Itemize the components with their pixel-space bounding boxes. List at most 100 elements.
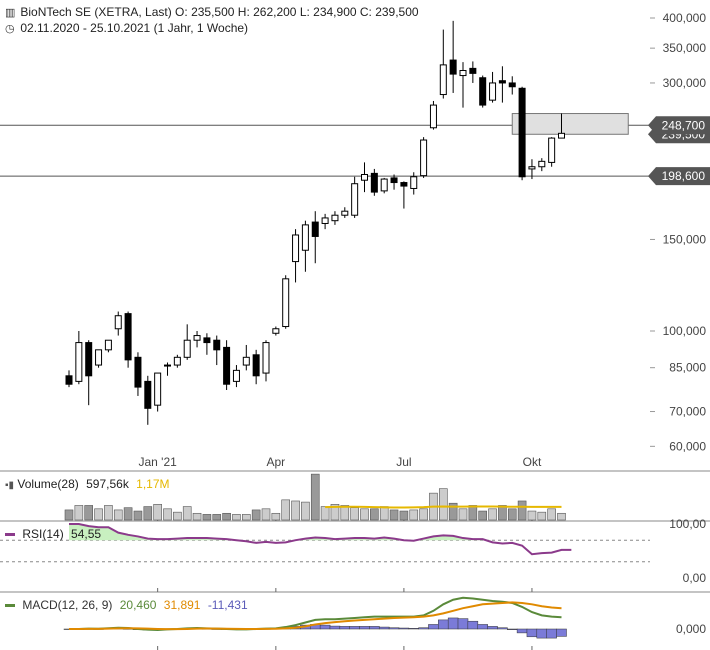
volume-bar <box>163 508 172 521</box>
signal-value: 31,891 <box>163 598 201 612</box>
volume-bar <box>409 509 419 521</box>
volume-bar <box>438 488 448 521</box>
candle-body <box>164 364 171 367</box>
volume-bar <box>419 508 428 521</box>
candle-body <box>272 328 280 334</box>
rsi-value: 54,55 <box>71 527 102 541</box>
volume-bar <box>143 506 153 521</box>
volume-bar <box>517 500 527 521</box>
volume-bar <box>507 508 517 521</box>
macd-axis-label: 0,000 <box>676 622 706 636</box>
macd-histogram-bar <box>388 627 400 630</box>
macd-histogram-bar <box>339 626 351 630</box>
candle-body <box>95 349 103 366</box>
candle-body <box>410 176 418 189</box>
rsi-legend: RSI(14) 54,55 <box>5 527 101 541</box>
candle-body <box>420 139 428 177</box>
chart-title: ▥ BioNTech SE (XETRA, Last) O: 235,500 H… <box>5 5 419 21</box>
macd-histogram-bar <box>447 617 459 630</box>
volume-bar <box>547 508 556 521</box>
candle-body <box>498 80 506 84</box>
rsi-axis-label: 100,00 <box>669 517 706 531</box>
candle-body <box>292 234 300 263</box>
x-axis-label: Jul <box>396 455 411 469</box>
volume-avg-value: 1,17M <box>136 477 170 491</box>
candle-body <box>508 82 516 88</box>
rsi-line <box>69 523 572 556</box>
volume-bar <box>340 505 350 521</box>
date-range-text: 02.11.2020 - 25.10.2021 (1 Jahr, 1 Woche… <box>20 21 249 35</box>
x-axis-label: Okt <box>523 455 542 469</box>
rsi-swatch <box>5 533 15 537</box>
resistance-badge-shape <box>648 116 710 135</box>
volume-bar <box>350 507 359 521</box>
volume-bar <box>173 511 182 521</box>
price-axis-label: 100,000 <box>663 324 707 338</box>
hist-value: -11,431 <box>207 598 248 612</box>
macd-histogram-bar <box>408 628 419 630</box>
volume-bar <box>153 504 162 521</box>
macd-histogram-bar <box>378 626 390 630</box>
macd-label: MACD(12, 26, 9) <box>22 598 113 612</box>
macd-histogram-bar <box>546 628 557 639</box>
macd-histogram-bar <box>536 628 548 639</box>
volume-bar <box>251 509 261 521</box>
macd-histogram-bar <box>457 618 469 630</box>
x-axis-label: Apr <box>267 455 286 469</box>
volume-bar <box>212 514 222 521</box>
candle-body <box>538 160 546 168</box>
volume-bar <box>498 505 507 521</box>
volume-bar <box>458 508 468 521</box>
resistance-badge: 248,700 <box>648 116 710 135</box>
volume-bar <box>310 473 320 521</box>
volume-bar <box>478 510 488 521</box>
candle-body <box>311 221 319 237</box>
volume-bar <box>360 508 369 521</box>
macd-histogram-bar <box>349 626 360 630</box>
price-axis-label: 60,000 <box>669 439 706 453</box>
volume-bar <box>468 505 478 521</box>
volume-bar <box>104 505 113 521</box>
macd-histogram-bar <box>516 628 528 634</box>
candle-body <box>370 172 378 193</box>
candle-body <box>65 375 73 385</box>
macd-histogram-bar <box>487 626 498 630</box>
candle-body <box>429 104 437 129</box>
volume-bar <box>537 511 547 521</box>
candle-body <box>331 214 339 222</box>
volume-bar <box>192 512 202 521</box>
volume-bar <box>557 512 566 521</box>
volume-icon: ▪▮ <box>5 480 15 491</box>
candle-body <box>439 64 447 96</box>
macd-histogram-bar <box>507 628 518 630</box>
signal-line <box>69 601 562 631</box>
candle-body <box>301 224 309 251</box>
volume-bar <box>448 502 458 521</box>
clock-icon: ◷ <box>5 23 15 35</box>
volume-bar <box>84 505 93 521</box>
volume-bar <box>232 514 241 521</box>
volume-bar <box>94 508 103 521</box>
volume-bar <box>202 514 212 521</box>
price-zone-box <box>511 113 629 135</box>
date-range: ◷ 02.11.2020 - 25.10.2021 (1 Jahr, 1 Woc… <box>5 21 248 37</box>
macd-histogram-bar <box>329 625 341 630</box>
macd-legend: MACD(12, 26, 9) 20,460 31,891 -11,431 <box>5 598 248 612</box>
macd-histogram-bar <box>438 619 449 630</box>
volume-bar <box>222 512 231 521</box>
volume-bar <box>74 505 84 521</box>
candle-body <box>528 166 536 170</box>
resistance-badge-text: 248,700 <box>662 118 706 132</box>
volume-bar <box>379 506 389 521</box>
candle-body <box>124 313 132 361</box>
candle-body <box>390 177 398 184</box>
candle-body <box>479 77 487 106</box>
volume-bar <box>133 510 143 521</box>
volume-bar <box>330 504 340 521</box>
macd-histogram-bar <box>418 627 429 630</box>
bar-chart-icon: ▥ <box>5 7 16 19</box>
volume-average-line <box>325 505 562 509</box>
candle-body <box>85 342 93 377</box>
macd-histogram-bar <box>369 626 380 630</box>
support-badge: 198,600 <box>648 167 710 186</box>
